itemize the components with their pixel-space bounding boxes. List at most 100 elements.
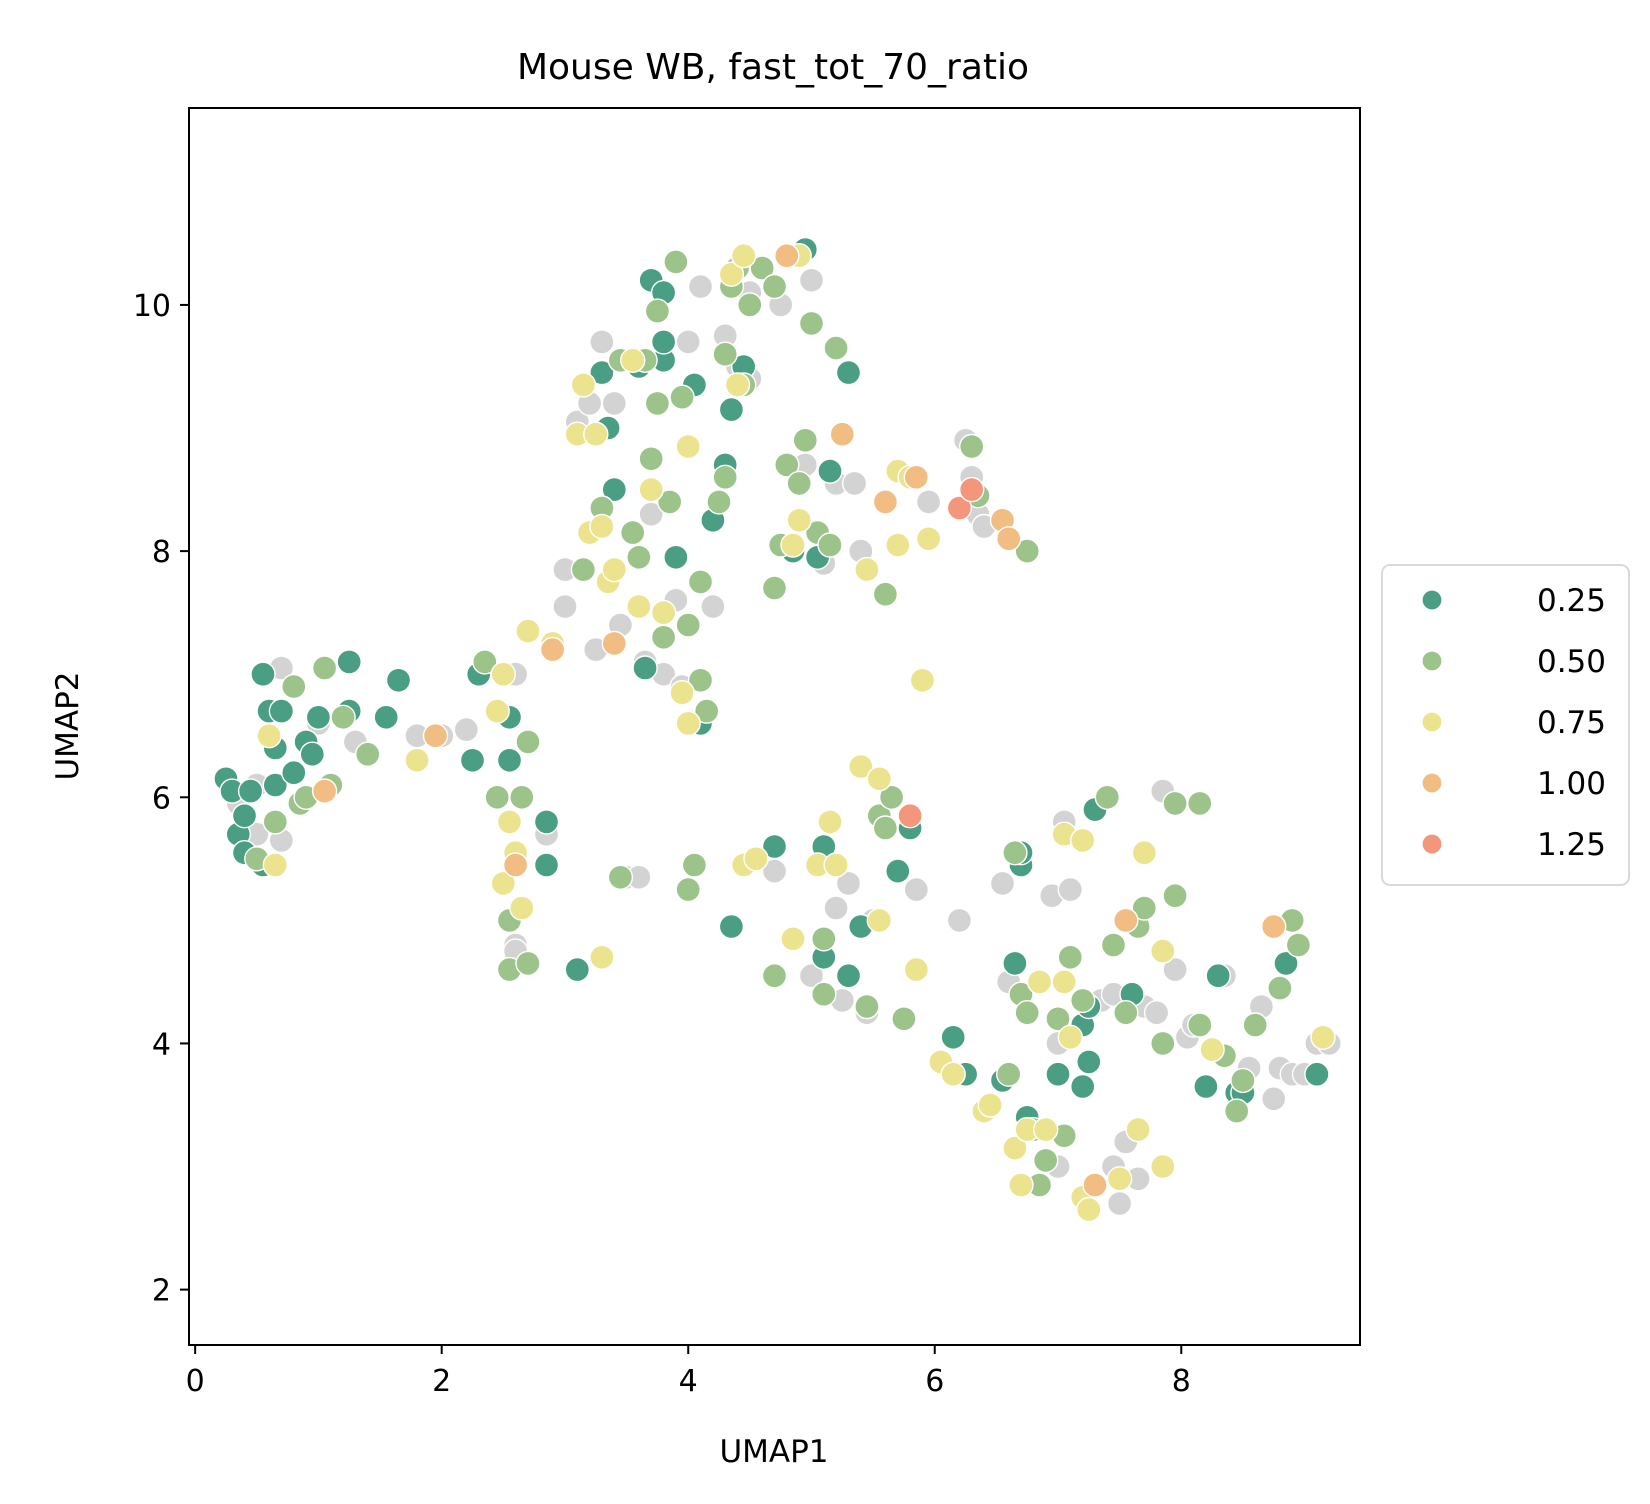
data-point — [552, 593, 578, 620]
data-point — [539, 636, 566, 663]
legend-marker — [1421, 711, 1443, 733]
data-point — [1113, 1000, 1139, 1026]
data-point — [940, 1061, 966, 1087]
data-point — [496, 747, 523, 773]
data-point — [281, 760, 307, 786]
data-point — [669, 680, 695, 706]
data-point — [687, 667, 714, 693]
data-point — [601, 630, 627, 657]
data-point — [829, 421, 855, 447]
data-point — [718, 913, 745, 940]
data-point — [1002, 950, 1028, 977]
data-point — [848, 753, 874, 780]
data-point — [946, 907, 973, 934]
data-point — [774, 242, 800, 269]
data-point — [761, 273, 788, 300]
data-point — [299, 741, 325, 767]
data-point — [1162, 956, 1188, 983]
legend-label: 0.25 — [1537, 583, 1606, 619]
points-layer — [213, 236, 1342, 1223]
legend: 0.25 0.50 0.75 1.00 1.25 — [1381, 564, 1630, 886]
data-point — [355, 741, 381, 767]
data-point — [533, 852, 560, 878]
x-axis-ticks: 0 2 4 6 8 — [186, 1345, 1191, 1399]
data-point — [607, 864, 634, 890]
data-point — [854, 556, 880, 583]
data-point — [1304, 1061, 1330, 1087]
data-point — [632, 655, 658, 681]
legend-frame — [1381, 564, 1630, 886]
data-point — [650, 599, 677, 626]
data-point — [281, 673, 307, 700]
data-point — [675, 433, 701, 460]
data-point — [385, 667, 412, 693]
data-point — [1057, 1024, 1084, 1051]
data-point — [780, 532, 806, 558]
x-tick-label: 8 — [1172, 1364, 1191, 1399]
data-point — [946, 495, 973, 521]
legend-label: 0.75 — [1537, 705, 1606, 741]
data-point — [231, 803, 258, 829]
data-point — [404, 747, 430, 773]
data-point — [589, 329, 615, 355]
data-point — [237, 778, 264, 804]
data-point — [515, 950, 541, 977]
data-point — [650, 624, 677, 650]
data-point — [823, 335, 849, 361]
data-point — [496, 809, 523, 835]
data-point — [1045, 1061, 1071, 1087]
data-point — [305, 704, 332, 730]
data-point — [959, 433, 985, 460]
data-point — [620, 519, 646, 546]
data-point — [792, 427, 818, 453]
data-point — [1125, 1116, 1151, 1143]
data-point — [817, 458, 843, 484]
x-tick-label: 6 — [925, 1364, 944, 1399]
x-axis-label: UMAP1 — [719, 1434, 828, 1470]
data-point — [749, 255, 775, 281]
data-point — [1002, 840, 1028, 866]
data-point — [761, 575, 788, 601]
data-point — [866, 907, 892, 934]
data-point — [570, 372, 597, 398]
data-point — [1143, 1000, 1170, 1026]
data-point — [638, 476, 664, 503]
data-point — [761, 833, 788, 860]
data-point — [817, 532, 843, 558]
data-point — [823, 852, 849, 878]
data-point — [1260, 1086, 1287, 1112]
data-point — [817, 809, 843, 835]
data-point — [1310, 1024, 1336, 1051]
data-point — [811, 926, 837, 952]
data-point — [1082, 1172, 1108, 1198]
data-point — [675, 710, 701, 737]
data-point — [484, 698, 510, 724]
data-point — [1069, 827, 1096, 854]
data-point — [872, 815, 899, 841]
y-tick-label: 10 — [133, 289, 171, 324]
data-point — [1131, 840, 1158, 866]
data-point — [694, 698, 720, 724]
data-point — [650, 329, 677, 355]
data-point — [1150, 1153, 1176, 1180]
data-point — [262, 852, 288, 878]
data-point — [1193, 1073, 1219, 1100]
data-point — [1187, 1012, 1213, 1038]
legend-marker — [1421, 650, 1443, 672]
data-point — [601, 556, 627, 583]
data-point — [872, 581, 899, 607]
data-point — [1187, 790, 1213, 817]
y-tick-label: 8 — [152, 535, 171, 570]
y-tick-label: 6 — [152, 781, 171, 816]
data-point — [718, 396, 745, 423]
data-point — [798, 267, 825, 293]
legend-label: 1.25 — [1537, 827, 1606, 863]
legend-label: 1.00 — [1537, 766, 1606, 802]
data-point — [687, 273, 714, 300]
data-point — [311, 778, 338, 804]
data-point — [626, 593, 652, 620]
data-point — [490, 870, 516, 897]
data-point — [564, 956, 590, 983]
data-point — [1094, 784, 1121, 810]
